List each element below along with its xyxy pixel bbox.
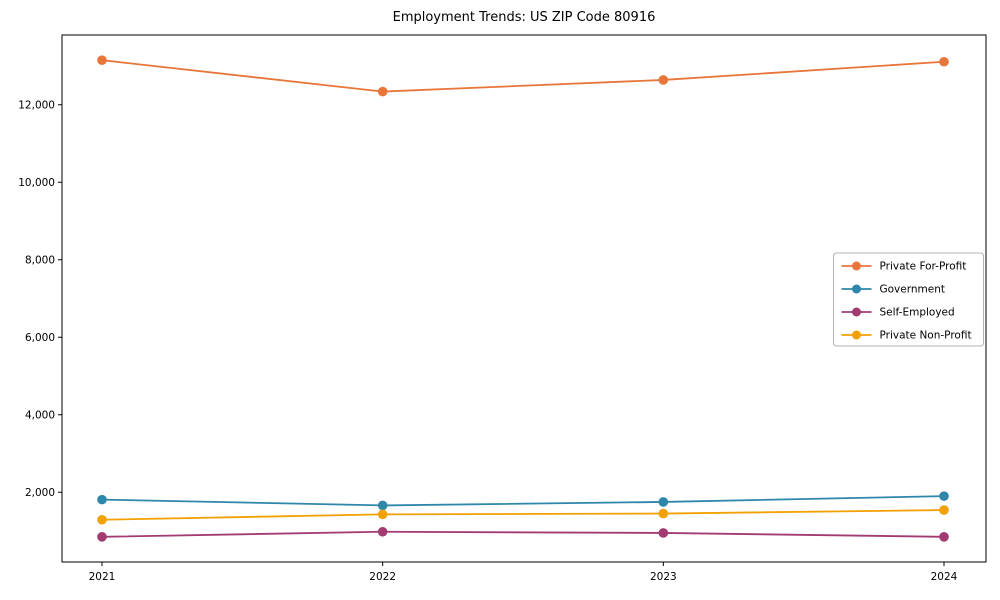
legend-entry-private-for-profit: Private For-Profit	[841, 261, 967, 273]
data-point-self-employed-2022	[377, 526, 388, 537]
x-axis-tick-label: 2023	[650, 571, 677, 583]
data-point-private-for-profit-2024	[939, 56, 949, 67]
legend-entry-private-non-profit: Private Non-Profit	[841, 330, 972, 342]
data-point-private-non-profit-2023	[658, 508, 669, 519]
data-point-private-non-profit-2024	[939, 505, 949, 515]
x-axis-tick-label: 2021	[89, 571, 116, 583]
data-point-self-employed-2021	[97, 532, 107, 542]
plot-border	[61, 34, 987, 563]
data-point-government-2022	[377, 500, 388, 511]
y-axis-tick-label: 6,000	[25, 332, 55, 344]
data-point-government-2021	[97, 494, 107, 505]
legend-label-private-for-profit: Private For-Profit	[880, 261, 967, 273]
series-line-government	[101, 495, 945, 507]
data-point-government-2024	[939, 491, 949, 501]
series-line-self-employed	[101, 530, 945, 538]
y-axis-tick-label: 4,000	[25, 409, 55, 421]
x-axis-tick-label: 2022	[369, 571, 396, 583]
legend-entry-government: Government	[841, 284, 945, 296]
legend-label-government: Government	[880, 284, 945, 296]
legend-box	[833, 252, 984, 347]
x-axis-tick-label: 2024	[931, 571, 958, 583]
legend-label-self-employed: Self-Employed	[880, 307, 955, 319]
data-point-private-non-profit-2021	[97, 514, 107, 525]
series-line-private-non-profit	[101, 509, 945, 521]
legend-entry-self-employed: Self-Employed	[841, 307, 955, 319]
data-point-private-non-profit-2022	[377, 509, 388, 520]
data-point-private-for-profit-2023	[658, 75, 669, 85]
y-axis-tick-label: 2,000	[25, 487, 55, 499]
legend-marker-government	[852, 284, 861, 294]
y-axis-tick-label: 8,000	[25, 254, 55, 266]
legend: Private For-Profit Government Self-Employe…	[833, 252, 984, 347]
legend-marker-self-employed	[852, 307, 861, 317]
data-point-self-employed-2023	[658, 528, 669, 538]
chart-title: Employment Trends: US ZIP Code 80916	[392, 10, 656, 25]
legend-label-private-non-profit: Private Non-Profit	[880, 330, 972, 342]
data-point-government-2023	[658, 497, 669, 507]
data-point-private-for-profit-2022	[377, 86, 388, 97]
series-line-private-for-profit	[101, 59, 945, 93]
legend-marker-private-for-profit	[852, 261, 861, 271]
y-axis-tick-label: 10,000	[18, 177, 55, 189]
data-point-private-for-profit-2021	[97, 55, 107, 65]
legend-marker-private-non-profit	[852, 330, 861, 340]
y-axis-tick-label: 12,000	[18, 99, 55, 111]
data-point-self-employed-2024	[939, 532, 949, 542]
